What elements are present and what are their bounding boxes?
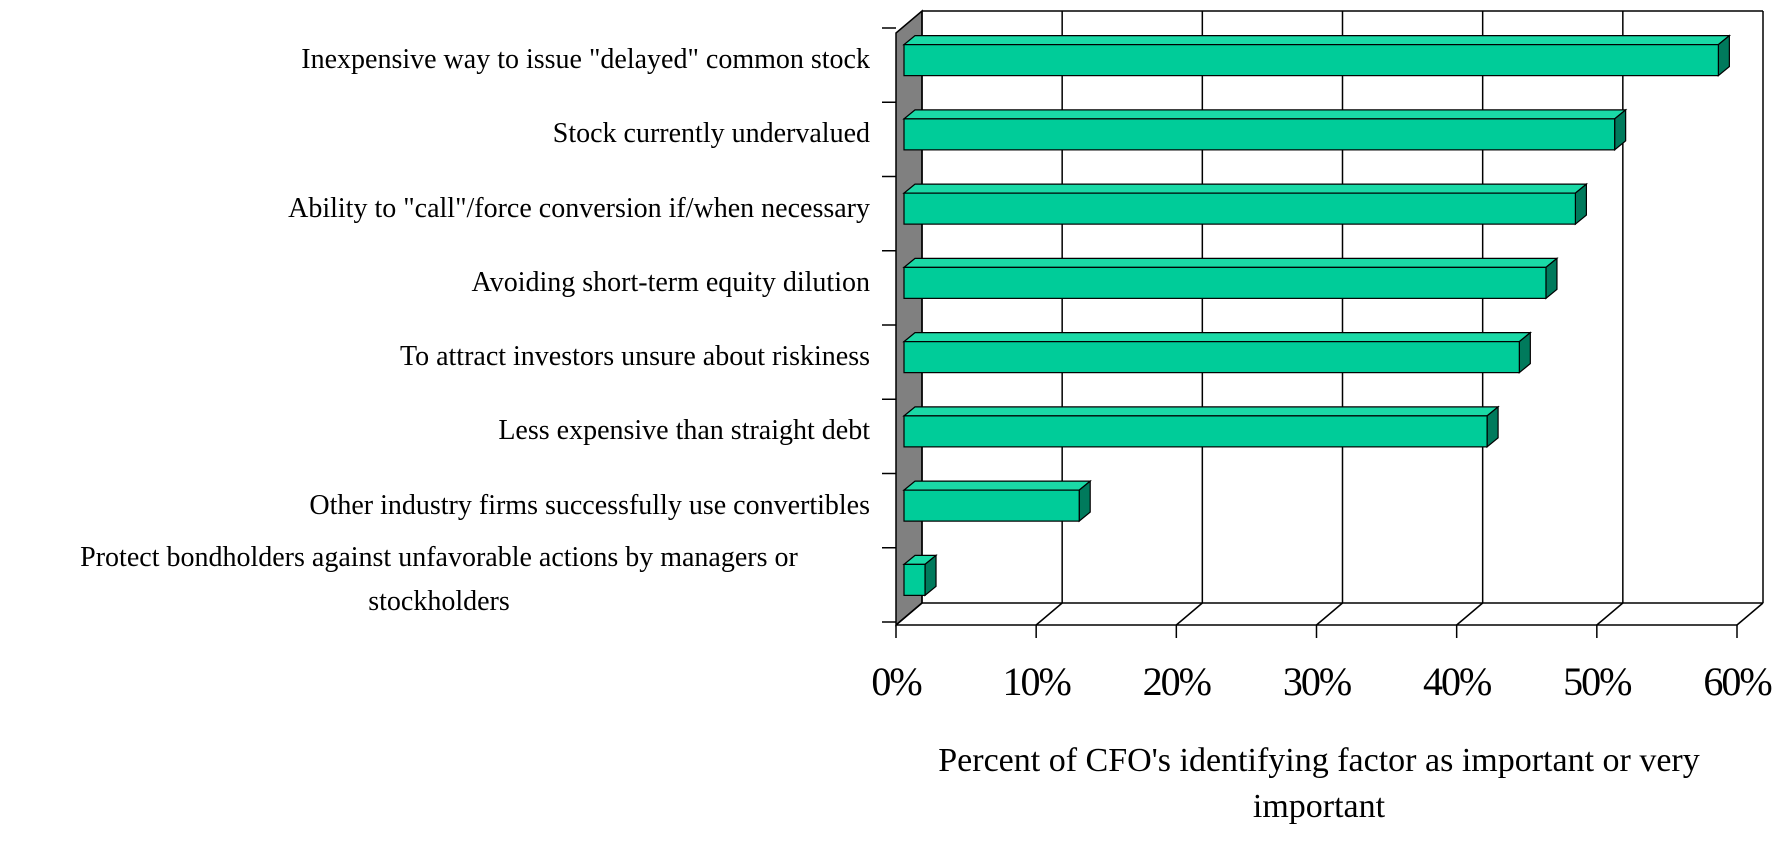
- x-tick-label: 50%: [1563, 659, 1631, 704]
- bar-top: [902, 35, 1732, 46]
- x-tick-label: 40%: [1423, 659, 1491, 704]
- x-tick-label: 0%: [871, 659, 921, 704]
- floor-line: [1175, 602, 1203, 626]
- floor-line: [1596, 602, 1624, 626]
- y-tick-label: Inexpensive way to issue "delayed" commo…: [301, 44, 870, 76]
- y-tick-label: To attract investors unsure about riskin…: [399, 341, 870, 373]
- y-tick-label: Avoiding short-term equity dilution: [471, 266, 870, 298]
- x-tick-label: 60%: [1703, 659, 1771, 704]
- x-tick-label: 20%: [1143, 659, 1211, 704]
- y-tick-label: Less expensive than straight debt: [498, 415, 870, 447]
- bar-top: [902, 480, 1092, 491]
- y-tick-label: Other industry firms successfully use co…: [309, 489, 870, 521]
- bar: [903, 563, 926, 596]
- x-tick-label: 10%: [1003, 659, 1071, 704]
- floor-line: [1736, 602, 1764, 626]
- bar: [903, 192, 1576, 225]
- floor-line: [1035, 602, 1063, 626]
- x-tick-label: 30%: [1283, 659, 1351, 704]
- y-tick-label: Stock currently undervalued: [552, 118, 870, 150]
- floor-line: [1316, 602, 1343, 626]
- floor-line: [1456, 602, 1484, 626]
- bar-top: [902, 332, 1533, 343]
- bar-top: [902, 109, 1628, 120]
- x-axis-title: Percent of CFO's identifying factor as i…: [938, 742, 1700, 825]
- left-wall: [895, 9, 923, 627]
- bar: [903, 341, 1520, 374]
- y-tick-label: Ability to "call"/force conversion if/wh…: [288, 192, 870, 224]
- bar-top: [902, 406, 1500, 417]
- bar: [903, 489, 1080, 522]
- bar: [903, 266, 1547, 299]
- bar: [903, 118, 1616, 151]
- bar-top: [902, 257, 1559, 268]
- bar: [903, 44, 1719, 77]
- bar-top: [902, 183, 1589, 194]
- floor-line: [895, 602, 923, 626]
- y-tick-label: Protect bondholders against unfavorable …: [80, 541, 798, 617]
- bar: [903, 415, 1488, 448]
